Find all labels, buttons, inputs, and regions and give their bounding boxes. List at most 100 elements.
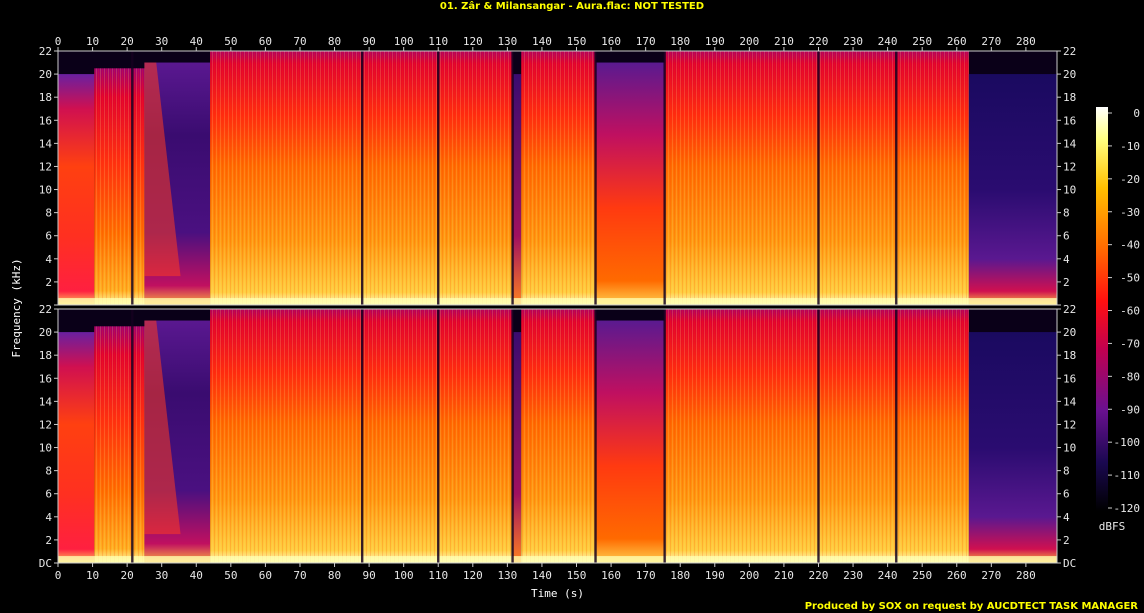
spectrum-segment bbox=[512, 332, 522, 563]
colorbar-tick-label: -70 bbox=[1120, 337, 1140, 350]
spectrum-texture bbox=[521, 309, 596, 563]
spectrum-segment bbox=[58, 74, 95, 305]
spectrum-texture bbox=[210, 51, 363, 305]
y-tick-label: 18 bbox=[39, 349, 52, 362]
colorbar-tick-label: -10 bbox=[1120, 140, 1140, 153]
y-tick-label: 12 bbox=[1063, 418, 1076, 431]
colorbar: 0 -10 -20 -30 -40 -50 -60 -70 -80 -90 -100 -110 -120… bbox=[1096, 107, 1140, 533]
y-tick-label: 14 bbox=[1063, 137, 1077, 150]
x-tick-label: 180 bbox=[670, 35, 690, 48]
x-tick-label: 270 bbox=[981, 569, 1001, 582]
fade-sweep bbox=[144, 320, 181, 535]
bass-band bbox=[58, 556, 1057, 563]
x-tick-label: 160 bbox=[601, 35, 621, 48]
x-tick-label: 110 bbox=[428, 569, 448, 582]
spectrum-texture bbox=[896, 309, 969, 563]
spectrum-texture bbox=[438, 51, 513, 305]
credit-text: Produced by SOX on request by AUCDTECT T… bbox=[804, 601, 1138, 612]
y-tick-label: 2 bbox=[45, 276, 52, 289]
x-tick-label: 220 bbox=[809, 569, 829, 582]
y-tick-label: 12 bbox=[1063, 160, 1076, 173]
colorbar-tick-label: -120 bbox=[1114, 502, 1141, 515]
x-tick-label: 200 bbox=[739, 35, 759, 48]
y-tick-label: 4 bbox=[1063, 253, 1070, 266]
y-tick-label: 18 bbox=[39, 91, 52, 104]
y-tick-label: 10 bbox=[39, 184, 52, 197]
y-tick-label: 20 bbox=[1063, 326, 1076, 339]
x-tick-label: 180 bbox=[670, 569, 690, 582]
silence-gap bbox=[131, 51, 134, 305]
y-tick-label: 22 bbox=[39, 45, 52, 58]
x-tick-label: 100 bbox=[394, 569, 414, 582]
x-tick-label: 170 bbox=[636, 35, 656, 48]
x-tick-label: 60 bbox=[259, 35, 272, 48]
fade-sweep bbox=[144, 62, 181, 277]
spectrum-segment bbox=[512, 74, 522, 305]
y-tick-label: 6 bbox=[45, 488, 52, 501]
x-tick-label: 220 bbox=[809, 35, 829, 48]
y-axis-label: Frequency (kHz) bbox=[10, 258, 23, 357]
spectrum-texture bbox=[362, 51, 439, 305]
y-tick-label: 22 bbox=[1063, 303, 1076, 316]
channel-1-panel bbox=[57, 50, 1058, 306]
spectrum-texture bbox=[94, 326, 145, 563]
x-tick-label: 280 bbox=[1016, 35, 1036, 48]
y-tick-label: 6 bbox=[45, 230, 52, 243]
silence-gap bbox=[594, 309, 597, 563]
silence-gap bbox=[663, 51, 666, 305]
x-tick-label: 230 bbox=[843, 569, 863, 582]
x-tick-label: 80 bbox=[328, 569, 341, 582]
y-tick-label: 16 bbox=[1063, 372, 1076, 385]
y-tick-label: 2 bbox=[45, 534, 52, 547]
x-tick-label: 150 bbox=[567, 569, 587, 582]
x-tick-label: 50 bbox=[224, 569, 237, 582]
y-tick-label: 16 bbox=[1063, 114, 1076, 127]
y-tick-label: 20 bbox=[39, 326, 52, 339]
x-tick-label: 210 bbox=[774, 35, 794, 48]
y-tick-label: 8 bbox=[1063, 207, 1070, 220]
colorbar-tick-label: -60 bbox=[1120, 305, 1140, 318]
x-tick-label: 50 bbox=[224, 35, 237, 48]
x-tick-label: 150 bbox=[567, 35, 587, 48]
x-tick-label: 30 bbox=[155, 35, 168, 48]
x-tick-label: 140 bbox=[532, 569, 552, 582]
x-tick-label: 280 bbox=[1016, 569, 1036, 582]
y-tick-label: 6 bbox=[1063, 230, 1070, 243]
channel-2-panel bbox=[57, 308, 1058, 564]
spectrum-texture bbox=[94, 68, 145, 306]
y-tick-label: 10 bbox=[39, 442, 52, 455]
spectrum-segment bbox=[968, 74, 1057, 305]
x-tick-label: 60 bbox=[259, 569, 272, 582]
y-tick-label: 4 bbox=[45, 511, 52, 524]
x-tick-label: 100 bbox=[394, 35, 414, 48]
x-tick-label: 170 bbox=[636, 569, 656, 582]
spectrum-texture bbox=[438, 309, 513, 563]
y-tick-label: 10 bbox=[1063, 442, 1076, 455]
x-tick-label: 20 bbox=[121, 35, 134, 48]
x-tick-label: 190 bbox=[705, 35, 725, 48]
colorbar-tick-label: 0 bbox=[1133, 107, 1140, 120]
x-axis-label: Time (s) bbox=[531, 587, 584, 600]
silence-gap bbox=[360, 309, 364, 563]
x-tick-label: 70 bbox=[293, 569, 306, 582]
spectrum-texture bbox=[664, 309, 819, 563]
x-tick-label: 20 bbox=[121, 569, 134, 582]
x-tick-label: 70 bbox=[293, 35, 306, 48]
y-tick-label: 12 bbox=[39, 160, 52, 173]
x-tick-label: 230 bbox=[843, 35, 863, 48]
y-tick-label: 22 bbox=[1063, 45, 1076, 58]
x-tick-label: 190 bbox=[705, 569, 725, 582]
panel-frame bbox=[57, 308, 1058, 564]
x-tick-label: 160 bbox=[601, 569, 621, 582]
colorbar-tick-label: -50 bbox=[1120, 272, 1140, 285]
silence-gap bbox=[895, 51, 898, 305]
x-tick-label: 250 bbox=[912, 35, 932, 48]
x-tick-label: 0 bbox=[55, 35, 62, 48]
y-tick-label: DC bbox=[39, 557, 52, 570]
x-tick-label: 80 bbox=[328, 35, 341, 48]
y-tick-label: 8 bbox=[45, 207, 52, 220]
x-tick-label: 130 bbox=[497, 569, 517, 582]
spectrum-texture bbox=[896, 51, 969, 305]
y-tick-label: 16 bbox=[39, 372, 52, 385]
x-tick-label: 240 bbox=[878, 569, 898, 582]
